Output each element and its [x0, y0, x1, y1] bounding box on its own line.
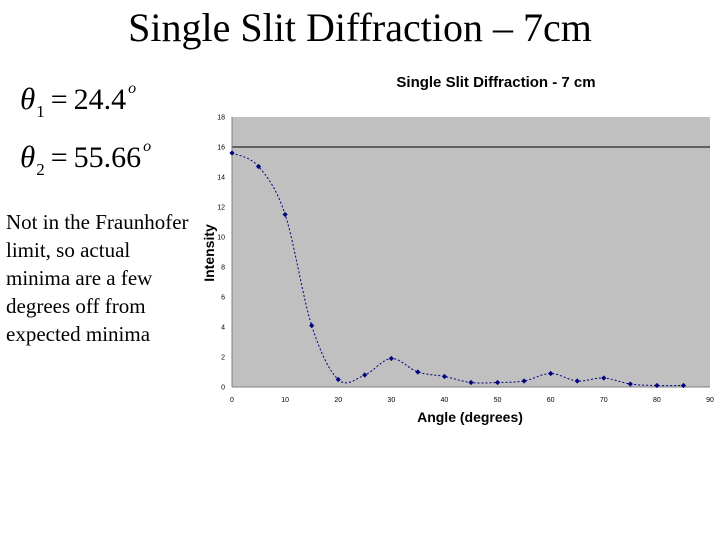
x-axis-label: Angle (degrees) — [417, 409, 523, 425]
theta-symbol: θ — [20, 81, 36, 116]
y-tick-label: 18 — [217, 115, 225, 122]
x-tick-label: 90 — [706, 397, 714, 404]
degree-superscript: o — [143, 138, 152, 155]
data-point — [335, 376, 341, 383]
y-tick-label: 12 — [217, 205, 225, 212]
x-tick-label: 50 — [494, 397, 502, 404]
y-tick-label: 4 — [221, 325, 225, 332]
x-tick-label: 0 — [230, 397, 234, 404]
data-point — [654, 382, 660, 389]
data-point — [441, 373, 448, 380]
data-point — [521, 378, 527, 384]
y-tick-label: 16 — [217, 145, 225, 152]
data-point — [229, 150, 235, 156]
data-point — [627, 381, 633, 387]
y-tick-label: 10 — [217, 235, 225, 242]
data-point — [548, 370, 554, 377]
theta-2-equation: θ2 = 55.66 o — [20, 138, 151, 180]
theta-value: 24.4 — [73, 83, 127, 116]
degree-superscript: o — [128, 80, 137, 97]
x-tick-label: 80 — [653, 397, 661, 404]
y-tick-label: 6 — [221, 295, 225, 302]
x-tick-label: 70 — [600, 397, 608, 404]
theta-subscript: 1 — [36, 102, 45, 121]
fraunhofer-note: Not in the Fraunhofer limit, so actual m… — [6, 210, 189, 346]
chart-title: Single Slit Diffraction - 7 cm — [396, 74, 595, 91]
tick-labels: 0 2 4 6 8 10 12 14 16 18 0 10 20 30 40 50 60 70 80 90 — [217, 115, 714, 405]
y-tick-label: 8 — [221, 265, 225, 272]
data-point — [362, 372, 368, 378]
plot-area — [232, 117, 710, 387]
theta-1-equation: θ1 = 24.4 o — [20, 80, 136, 122]
x-tick-label: 20 — [334, 397, 342, 404]
y-tick-label: 2 — [221, 355, 225, 362]
theta-subscript: 2 — [36, 160, 45, 179]
data-point — [601, 375, 607, 381]
x-tick-label: 60 — [547, 397, 555, 404]
x-tick-label: 10 — [281, 397, 289, 404]
theta-symbol: θ — [20, 139, 36, 174]
theta-value: 55.66 — [73, 141, 142, 174]
data-point — [680, 382, 687, 389]
data-point — [468, 379, 474, 386]
equals-sign: = — [50, 141, 68, 174]
y-tick-label: 14 — [217, 175, 225, 182]
data-point — [494, 379, 501, 386]
diffraction-chart: Single Slit Diffraction - 7 cm 0 2 4 6 8 10 12… — [201, 74, 714, 425]
y-tick-label: 0 — [221, 385, 225, 392]
equals-sign: = — [50, 83, 68, 116]
x-tick-label: 40 — [441, 397, 449, 404]
slide-title: Single Slit Diffraction – 7cm — [128, 5, 592, 50]
data-point — [574, 378, 580, 384]
y-axis-label: Intensity — [201, 224, 217, 282]
x-tick-label: 30 — [387, 397, 395, 404]
